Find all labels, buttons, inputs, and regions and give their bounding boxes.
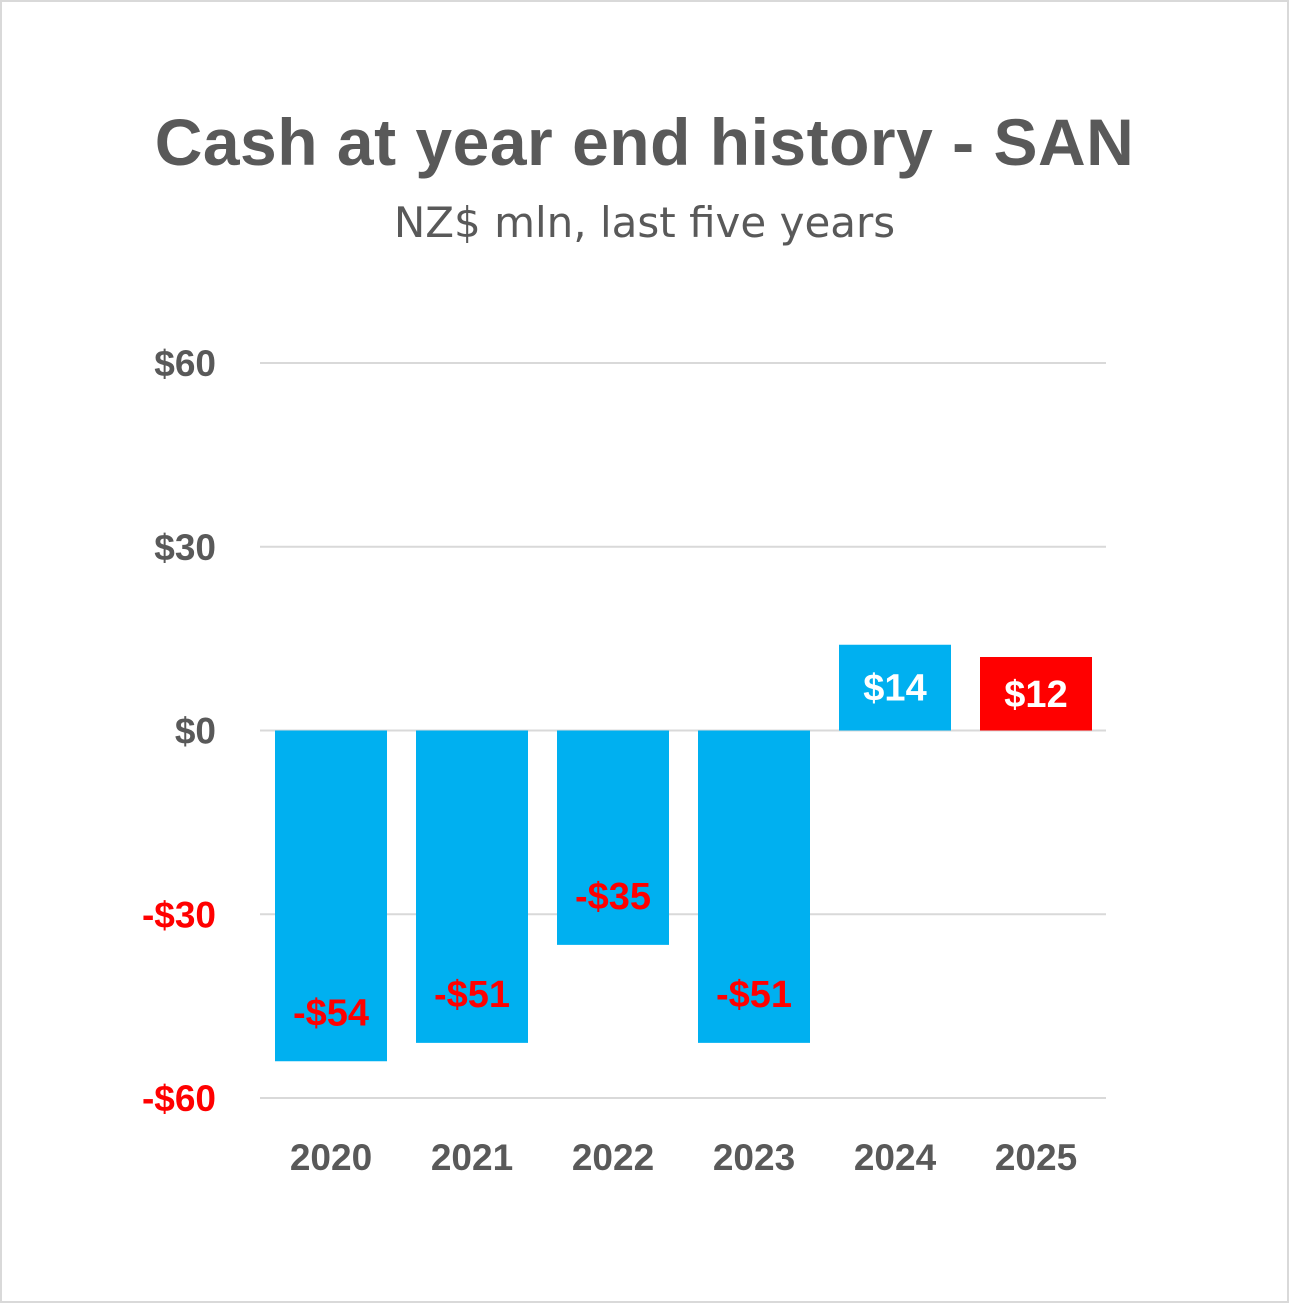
data-label: $14	[863, 668, 926, 710]
bar-2024	[839, 644, 951, 731]
x-tick-label: 2020	[290, 1137, 372, 1178]
x-tick-label: 2023	[713, 1137, 795, 1178]
chart-title: Cash at year end history - SAN	[154, 105, 1135, 179]
data-label: -$51	[434, 974, 510, 1016]
bar-2022	[557, 730, 669, 945]
x-tick-label: 2024	[854, 1137, 937, 1178]
x-tick-label: 2025	[995, 1137, 1077, 1178]
y-tick-label: $0	[175, 711, 216, 752]
y-tick-label: $60	[154, 343, 216, 384]
bar-2025	[980, 657, 1092, 731]
bar-2023	[698, 730, 810, 1043]
data-label: -$35	[575, 876, 651, 918]
x-tick-label: 2022	[572, 1137, 654, 1178]
data-label: -$54	[293, 992, 369, 1034]
y-tick-label: $30	[154, 527, 216, 568]
chart-subtitle: NZ$ mln, last five years	[393, 198, 896, 247]
bar-2020	[275, 730, 387, 1062]
y-tick-label: -$60	[142, 1078, 216, 1119]
data-label: -$51	[716, 974, 792, 1016]
data-label: $12	[1004, 674, 1067, 716]
bar-2021	[416, 730, 528, 1043]
x-tick-label: 2021	[431, 1137, 513, 1178]
y-tick-label: -$30	[142, 894, 216, 935]
